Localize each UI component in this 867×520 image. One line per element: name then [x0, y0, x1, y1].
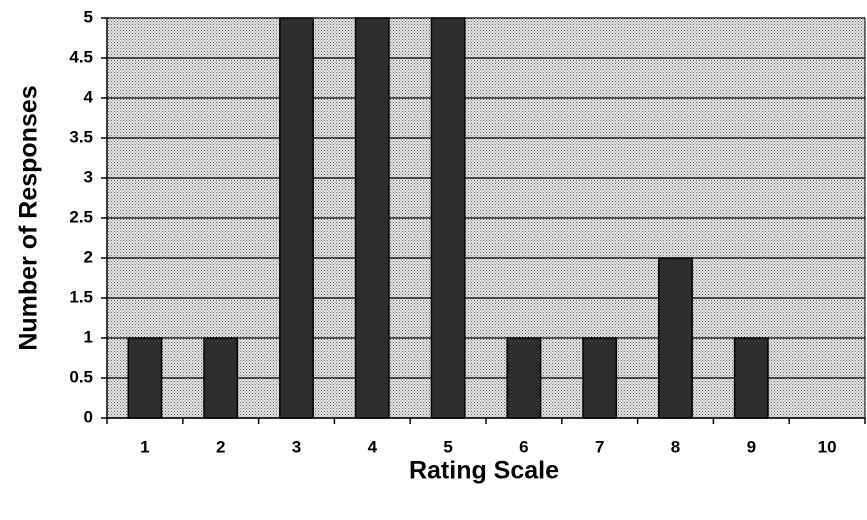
y-tick-label: 4.5	[69, 47, 93, 66]
bar	[127, 337, 163, 419]
x-tick-label: 8	[671, 437, 680, 456]
bar	[203, 337, 239, 419]
x-tick-label: 5	[443, 437, 452, 456]
bar	[354, 17, 390, 419]
bar	[733, 337, 769, 419]
y-tick-label: 4	[84, 87, 94, 106]
y-tick-label: 0.5	[69, 367, 93, 386]
y-tick-label: 5	[84, 7, 93, 26]
x-tick-label: 3	[292, 437, 301, 456]
bar	[506, 337, 542, 419]
x-tick-label: 7	[595, 437, 604, 456]
x-tick-label: 2	[216, 437, 225, 456]
x-tick-label: 10	[818, 437, 837, 456]
y-tick-label: 3.5	[69, 127, 93, 146]
x-tick-label: 6	[519, 437, 528, 456]
x-tick-label: 1	[140, 437, 149, 456]
bar	[582, 337, 618, 419]
bar	[279, 17, 314, 419]
x-tick-label: 9	[747, 437, 756, 456]
x-tick-label: 4	[368, 437, 378, 456]
y-axis-title: Number of Responses	[15, 85, 43, 350]
y-tick-label: 1.5	[69, 287, 93, 306]
bar	[658, 257, 693, 419]
y-tick-label: 2.5	[69, 207, 93, 226]
y-tick-label: 2	[84, 247, 93, 266]
bar	[430, 17, 466, 419]
y-tick-label: 1	[84, 327, 93, 346]
x-axis-title: Rating Scale	[409, 457, 559, 485]
y-tick-label: 0	[84, 407, 93, 426]
y-tick-label: 3	[84, 167, 93, 186]
